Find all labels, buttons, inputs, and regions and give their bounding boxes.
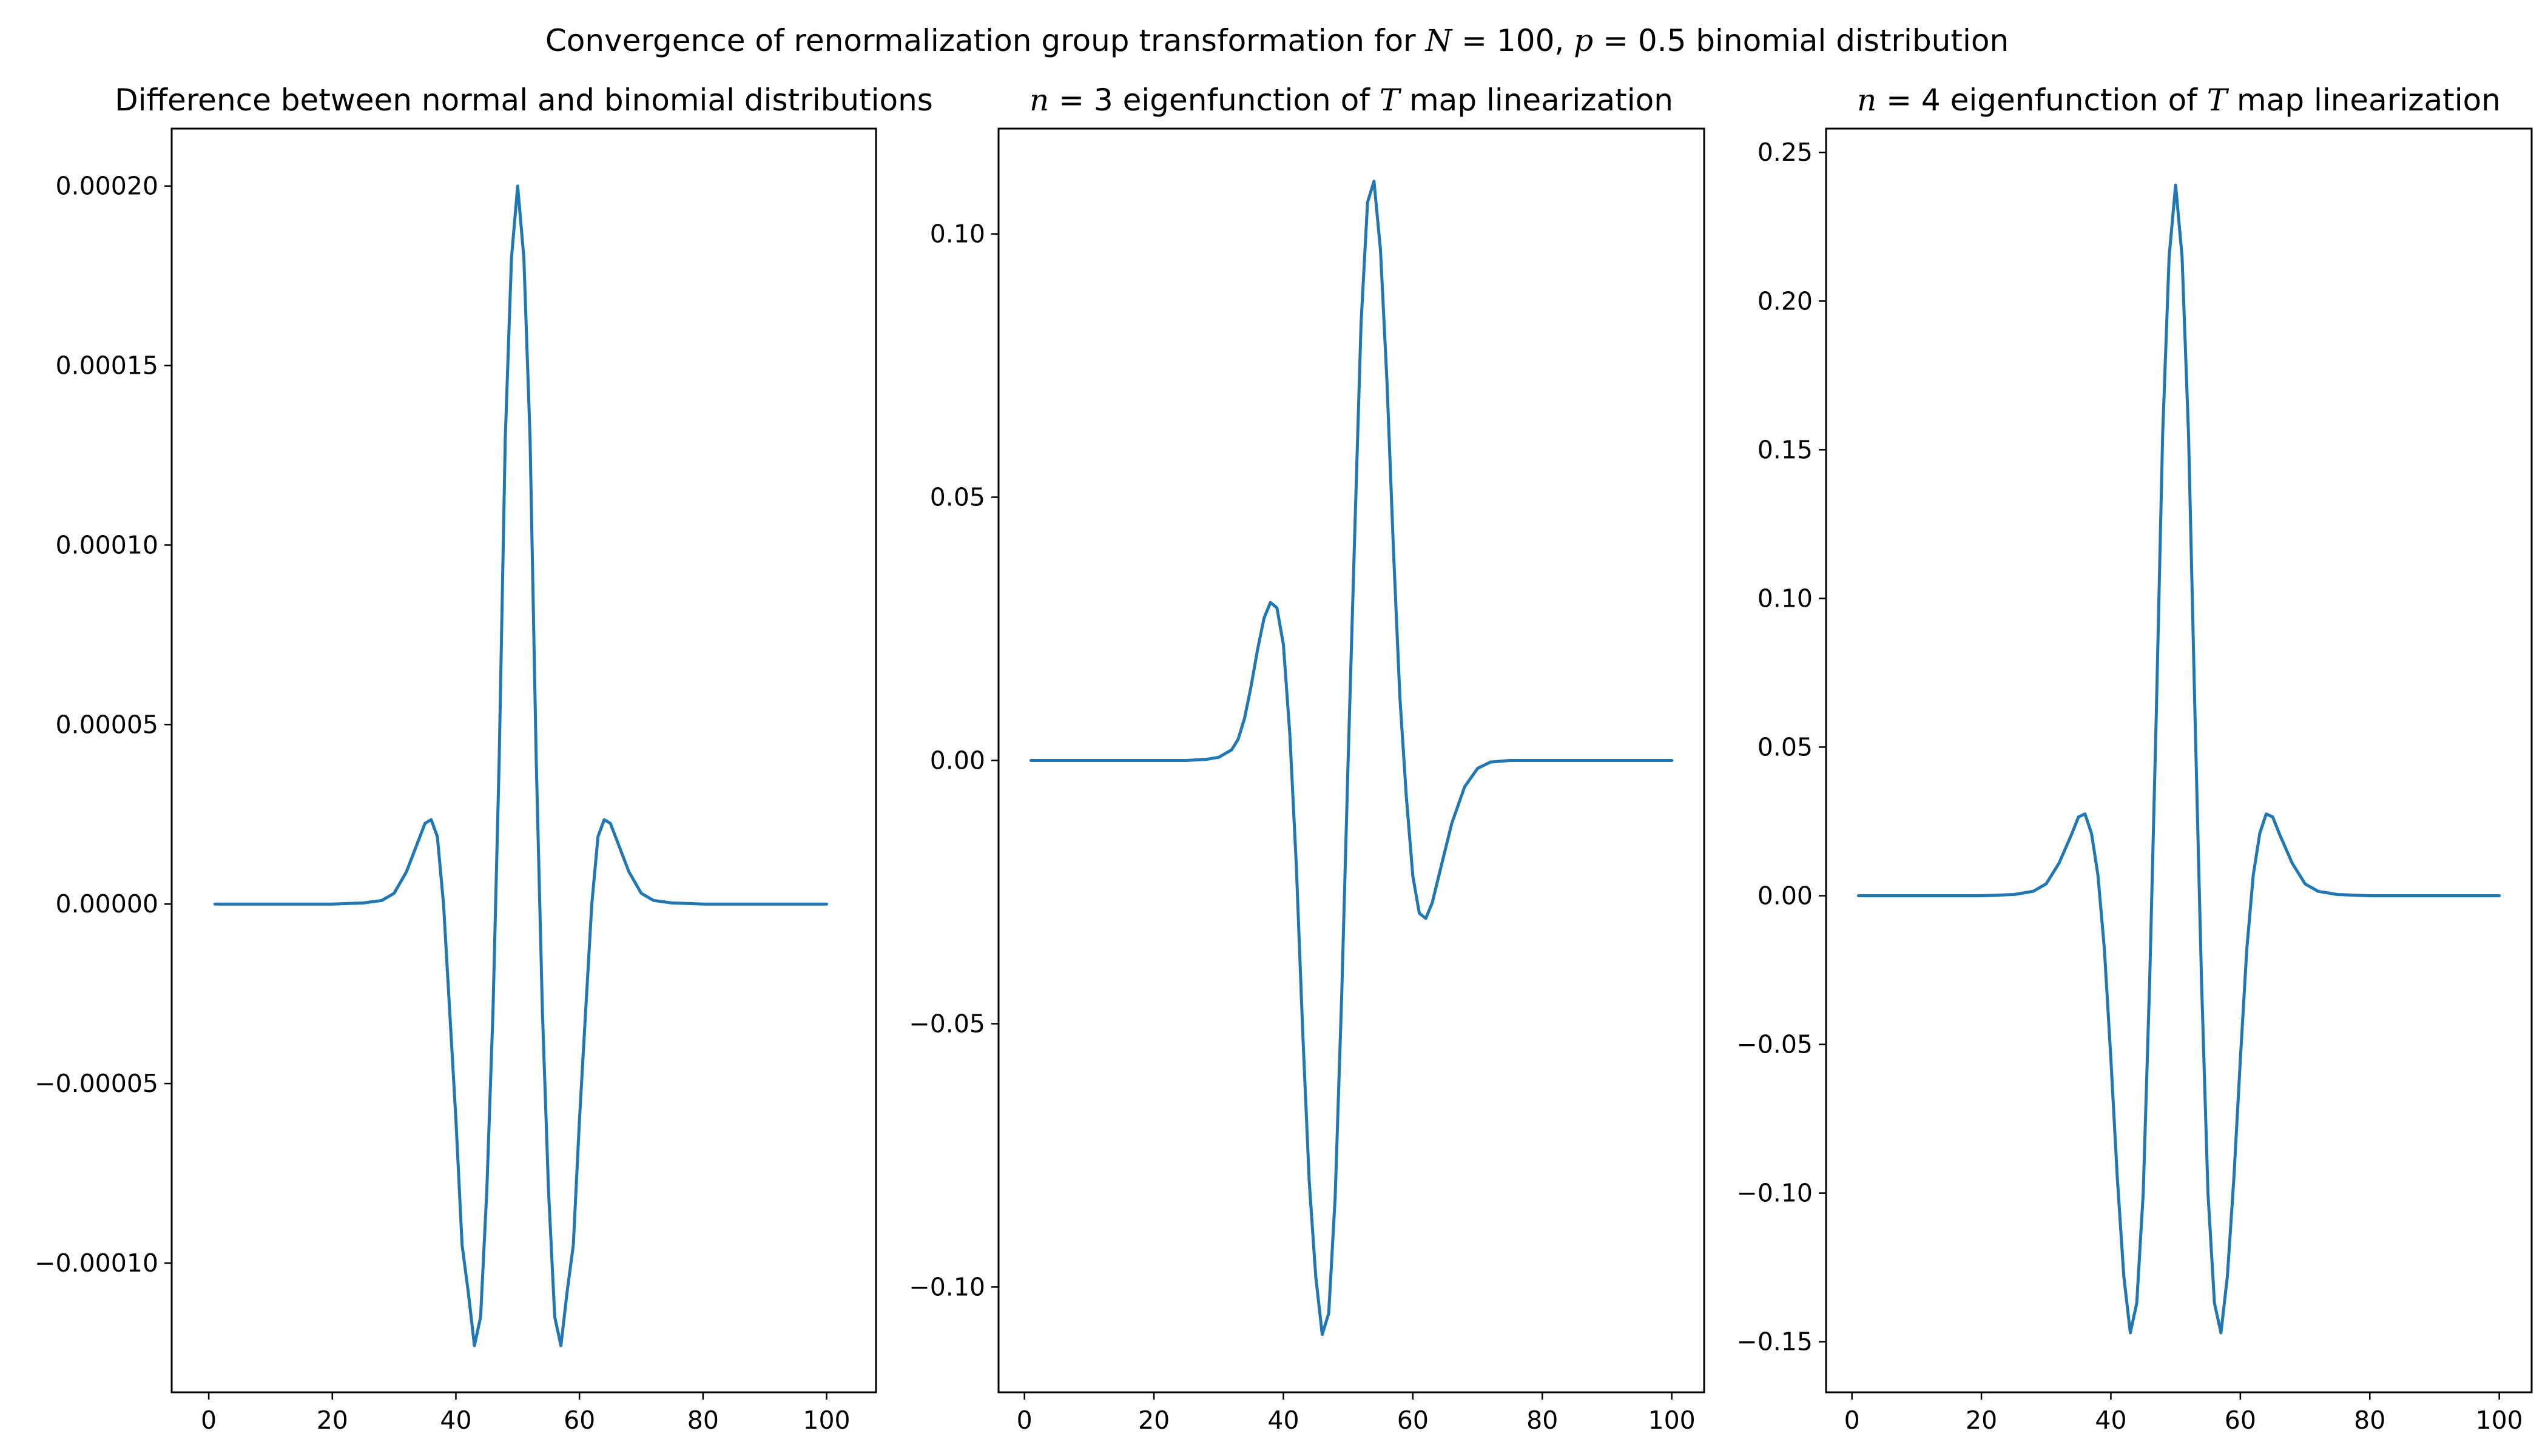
subplot-title-part: n	[1030, 83, 1049, 118]
x-tick-label: 40	[2095, 1406, 2126, 1435]
suptitle-part: Convergence of renormalization group tra…	[545, 23, 1426, 58]
x-tick-label: 60	[2225, 1406, 2256, 1435]
series-line	[213, 184, 828, 1347]
subplot-title-part: n	[1857, 83, 1876, 118]
y-tick-label: 0.20	[1758, 286, 1813, 315]
subplot-2: n = 3 eigenfunction of T map linearizati…	[909, 83, 1705, 1435]
subplot-title-part: map linearization	[1400, 83, 1673, 118]
y-tick-label: 0.00	[930, 746, 985, 775]
suptitle-var-p: p	[1574, 23, 1593, 58]
subplot-title-part: map linearization	[2227, 83, 2501, 118]
subplot-panels: Difference between normal and binomial d…	[35, 83, 2533, 1435]
y-tick-label: −0.00010	[35, 1249, 158, 1278]
subplot-1: Difference between normal and binomial d…	[35, 83, 933, 1435]
x-tick-label: 40	[1267, 1406, 1299, 1435]
x-tick-label: 40	[440, 1406, 471, 1435]
x-tick-label: 80	[1526, 1406, 1558, 1435]
y-tick-label: 0.15	[1758, 435, 1813, 464]
y-tick-label: 0.00010	[55, 530, 158, 559]
subplot-title-part: = 3 eigenfunction of	[1049, 83, 1379, 118]
y-tick-label: 0.00015	[55, 351, 158, 380]
y-tick-label: 0.00000	[55, 889, 158, 918]
y-tick-label: 0.00005	[55, 710, 158, 739]
y-tick-label: 0.25	[1758, 138, 1813, 167]
subplot-title: n = 3 eigenfunction of T map linearizati…	[1030, 83, 1673, 118]
x-tick-label: 20	[1138, 1406, 1170, 1435]
y-tick-label: −0.05	[1736, 1030, 1813, 1059]
y-tick-label: 0.05	[930, 483, 985, 512]
axes-frame	[1825, 127, 2533, 1394]
figure-suptitle: Convergence of renormalization group tra…	[545, 23, 2009, 58]
suptitle-var-n: N	[1425, 23, 1454, 58]
y-tick-label: 0.10	[930, 220, 985, 249]
y-tick-label: −0.00005	[35, 1069, 158, 1098]
subplot-title-part: T	[2207, 83, 2230, 118]
subplot-3: n = 4 eigenfunction of T map linearizati…	[1736, 83, 2533, 1435]
series-line	[1856, 183, 2501, 1335]
series-line	[1029, 180, 1674, 1336]
y-tick-label: −0.05	[909, 1009, 985, 1038]
x-tick-label: 0	[1017, 1406, 1033, 1435]
x-tick-label: 100	[2476, 1406, 2523, 1435]
axes-frame	[170, 127, 877, 1394]
x-tick-label: 0	[1844, 1406, 1860, 1435]
subplot-title: Difference between normal and binomial d…	[115, 83, 933, 118]
x-tick-label: 60	[564, 1406, 595, 1435]
subplot-title-part: T	[1380, 83, 1402, 118]
x-tick-label: 60	[1397, 1406, 1429, 1435]
subplot-title-part: Difference between normal and binomial d…	[115, 83, 933, 118]
y-tick-label: 0.10	[1758, 584, 1813, 613]
subplot-title: n = 4 eigenfunction of T map linearizati…	[1857, 83, 2501, 118]
x-tick-label: 80	[687, 1406, 719, 1435]
y-tick-label: −0.10	[1736, 1179, 1813, 1208]
y-tick-label: 0.05	[1758, 732, 1813, 761]
suptitle-part: = 0.5 binomial distribution	[1593, 23, 2009, 58]
y-tick-label: 0.00020	[55, 172, 158, 201]
y-tick-label: 0.00	[1758, 881, 1813, 911]
x-tick-label: 100	[1648, 1406, 1696, 1435]
y-tick-label: −0.15	[1736, 1327, 1813, 1357]
subplot-title-part: = 4 eigenfunction of	[1876, 83, 2206, 118]
x-tick-label: 80	[2354, 1406, 2385, 1435]
x-tick-label: 0	[201, 1406, 217, 1435]
y-tick-label: −0.10	[909, 1272, 985, 1301]
x-tick-label: 100	[803, 1406, 850, 1435]
suptitle-part: = 100,	[1452, 23, 1574, 58]
x-tick-label: 20	[1966, 1406, 1997, 1435]
x-tick-label: 20	[317, 1406, 348, 1435]
